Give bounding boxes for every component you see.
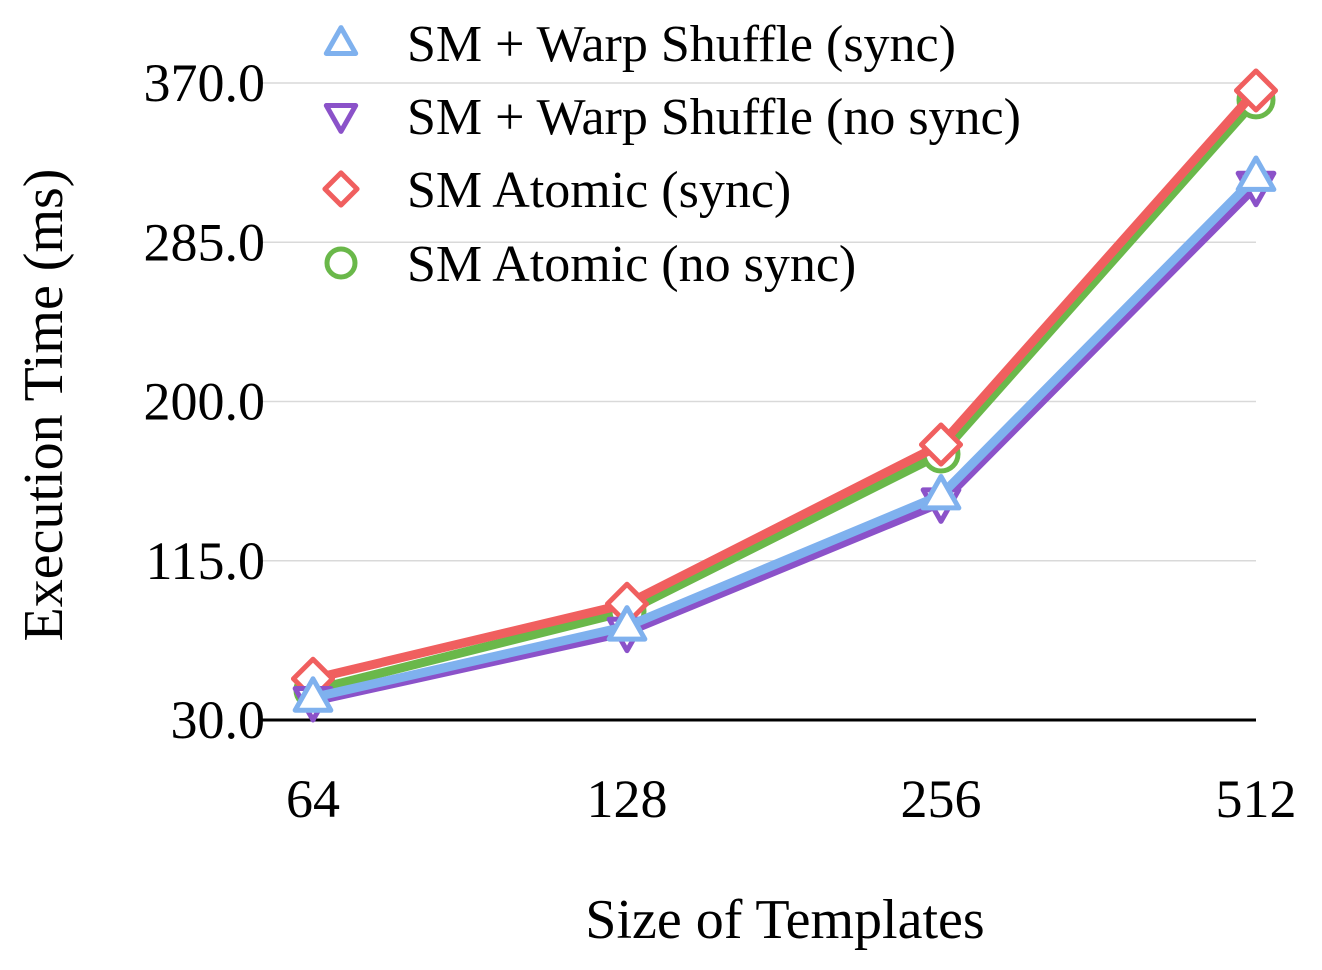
- legend-item: SM Atomic (sync): [322, 162, 791, 219]
- legend: SM + Warp Shuffle (sync) SM + Warp Shuffl…: [322, 16, 1021, 293]
- series-0: [292, 155, 1277, 713]
- legend-label: SM Atomic (sync): [407, 162, 791, 219]
- y-tick-label: 285.0: [144, 212, 266, 272]
- series-line: [308, 95, 1261, 695]
- y-axis-title: Execution Time (ms): [13, 169, 75, 642]
- series-line: [308, 85, 1261, 684]
- grid-lines: [262, 82, 1256, 722]
- y-tick-label: 370.0: [144, 53, 266, 113]
- series-line: [308, 181, 1261, 706]
- x-tick-label: 512: [1216, 769, 1297, 829]
- legend-label: SM + Warp Shuffle (sync): [407, 16, 956, 73]
- y-tick-label: 30.0: [171, 690, 266, 750]
- y-tick-label: 200.0: [144, 372, 266, 432]
- data-point: [1233, 68, 1279, 113]
- data-point: [292, 676, 334, 713]
- triangle-down-icon: [323, 103, 359, 134]
- x-tick-label: 256: [901, 769, 982, 829]
- diamond-icon: [322, 170, 360, 208]
- data-point: [1235, 155, 1277, 192]
- legend-item: SM Atomic (no sync): [324, 236, 856, 293]
- y-axis-ticks: 30.0 115.0 200.0 285.0 370.0: [144, 53, 266, 750]
- x-axis-title: Size of Templates: [585, 889, 984, 951]
- x-tick-label: 64: [286, 769, 340, 829]
- data-point: [920, 473, 962, 511]
- legend-item: SM + Warp Shuffle (no sync): [323, 89, 1021, 146]
- series-layer: [290, 68, 1279, 723]
- series-2: [290, 68, 1279, 701]
- data-point: [606, 605, 648, 642]
- legend-label: SM + Warp Shuffle (no sync): [407, 89, 1021, 146]
- y-tick-label: 115.0: [146, 531, 266, 591]
- x-axis-ticks: 64 128 256 512: [286, 769, 1297, 829]
- x-tick-label: 128: [587, 769, 668, 829]
- triangle-up-icon: [323, 25, 359, 56]
- data-point: [918, 422, 964, 467]
- circle-icon: [324, 246, 358, 280]
- legend-item: SM + Warp Shuffle (sync): [323, 16, 956, 73]
- series-line: [308, 172, 1261, 703]
- legend-label: SM Atomic (no sync): [407, 236, 856, 293]
